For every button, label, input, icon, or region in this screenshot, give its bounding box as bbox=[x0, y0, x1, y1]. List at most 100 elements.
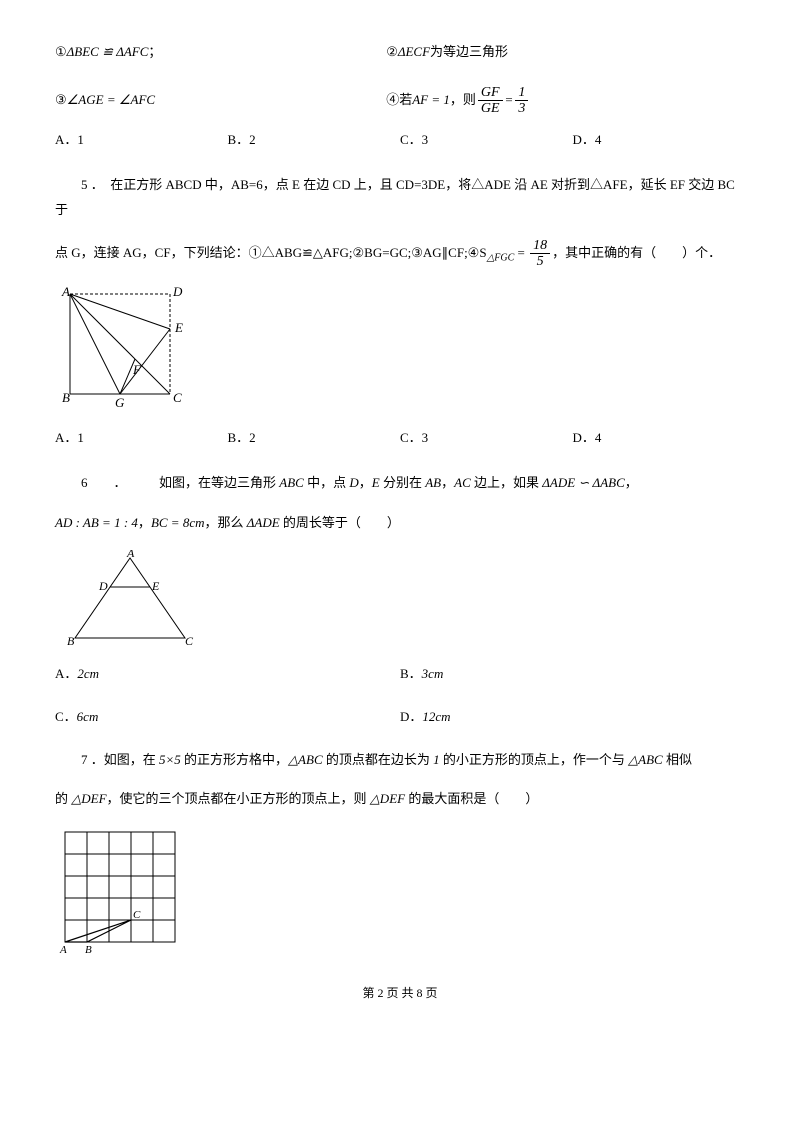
q6-label-a: A bbox=[126, 550, 135, 560]
q6-m1: ABC bbox=[279, 475, 304, 490]
q7-svg: A B C bbox=[55, 827, 185, 957]
q6-1e: ， bbox=[441, 475, 454, 490]
q5-line2a: 点 G，连接 AG，CF，下列结论：①△ABG≌△AFG;②BG=GC;③AG∥… bbox=[55, 244, 487, 259]
q6-m3: E bbox=[372, 475, 380, 490]
q6-label-d: D bbox=[98, 579, 108, 593]
top-row-1: ① ΔBEC ≌ ΔAFC ； ② ΔECF 为等边三角形 bbox=[55, 40, 745, 65]
q7-2c: 的最大面积是（ ） bbox=[405, 791, 538, 806]
circled-2: ② bbox=[386, 40, 398, 65]
q6-label-e: E bbox=[151, 579, 160, 593]
q7-m1: 5×5 bbox=[159, 752, 181, 767]
q5-svg: A D B C E F G bbox=[55, 284, 190, 414]
math-bec-afc: ΔBEC ≌ ΔAFC bbox=[67, 40, 149, 65]
q7-m2: △ABC bbox=[288, 752, 323, 767]
q6-m6: ΔADE ∽ ΔABC bbox=[542, 475, 624, 490]
q6-a-val: 2cm bbox=[77, 666, 99, 681]
q6-2b: ， bbox=[138, 515, 151, 530]
opt-d: D．4 bbox=[573, 128, 746, 153]
q5-opt-a: A．1 bbox=[55, 426, 228, 451]
opt-b: B．2 bbox=[228, 128, 401, 153]
eq-sign: = bbox=[505, 88, 514, 113]
q6-figure: A B C D E bbox=[55, 550, 745, 650]
frac-num: GF bbox=[478, 85, 503, 101]
q7-m5: △DEF bbox=[71, 791, 106, 806]
q6-1b: 中，点 bbox=[304, 475, 350, 490]
q6-m4: AB bbox=[425, 475, 441, 490]
top-row-2: ③ ∠AGE = ∠AFC ④若 AF = 1 ，则 GF GE = 1 3 bbox=[55, 85, 745, 117]
frac-den-2: 3 bbox=[515, 101, 528, 116]
q6-2d: ，那么 bbox=[204, 515, 246, 530]
q5-frac-num: 18 bbox=[530, 238, 550, 254]
q6-m2: D bbox=[349, 475, 358, 490]
q5-frac-den: 5 bbox=[534, 254, 547, 269]
q7-d: 的小正方形的顶点上，作一个与 bbox=[440, 752, 629, 767]
q5-opt-b: B．2 bbox=[228, 426, 401, 451]
item-2: ② ΔECF 为等边三角形 bbox=[386, 40, 731, 65]
q7-m4: △ABC bbox=[628, 752, 663, 767]
q6-opt-d: D．12cm bbox=[400, 705, 745, 730]
q6-opt-a: A．2cm bbox=[55, 662, 400, 687]
q7-label-b: B bbox=[85, 944, 92, 956]
q6-2f: 的周长等于（ ） bbox=[280, 515, 400, 530]
q5-frac: 185 bbox=[530, 238, 550, 270]
item-1: ① ΔBEC ≌ ΔAFC ； bbox=[55, 40, 386, 65]
q5-line2b: = bbox=[514, 244, 528, 259]
q6-m5: AC bbox=[454, 475, 471, 490]
q5-line2c: ，其中正确的有（ ）个． bbox=[552, 244, 721, 259]
q5-label-e: E bbox=[174, 320, 183, 335]
options-q5: A．1 B．2 C．3 D．4 bbox=[55, 426, 745, 451]
item-3: ③ ∠AGE = ∠AFC bbox=[55, 88, 386, 113]
q6-line1: 6 ． 如图，在等边三角形 ABC 中，点 D，E 分别在 AB，AC 边上，如… bbox=[55, 471, 745, 496]
q6-b-pre: B． bbox=[400, 666, 422, 681]
q6-1g: ， bbox=[625, 475, 638, 490]
frac-num-2: 1 bbox=[515, 85, 528, 101]
q7-2a: 的 bbox=[55, 791, 71, 806]
math-af-1: AF = 1 bbox=[412, 88, 450, 113]
q5-sub: △FGC bbox=[487, 252, 515, 263]
q7-b: 的正方形方格中， bbox=[181, 752, 288, 767]
q5-label-f: F bbox=[132, 362, 142, 377]
text-4-mid: ，则 bbox=[450, 88, 476, 113]
circled-3: ③ bbox=[55, 88, 67, 113]
q7-label-c: C bbox=[133, 909, 141, 921]
q6-1c: ， bbox=[359, 475, 372, 490]
opt-c: C．3 bbox=[400, 128, 573, 153]
q5-figure: A D B C E F G bbox=[55, 284, 745, 414]
q7-2b: ，使它的三个顶点都在小正方形的顶点上，则 bbox=[107, 791, 370, 806]
math-age-afc: ∠AGE = ∠AFC bbox=[67, 88, 155, 113]
q6-label-b: B bbox=[67, 634, 75, 648]
options-q6: A．2cm B．3cm C．6cm D．12cm bbox=[55, 662, 745, 747]
page: ① ΔBEC ≌ ΔAFC ； ② ΔECF 为等边三角形 ③ ∠AGE = ∠… bbox=[0, 0, 800, 1035]
q6-label-c: C bbox=[185, 634, 194, 648]
q5-label-c: C bbox=[173, 390, 182, 405]
q7-line1: 7 ．如图，在 5×5 的正方形方格中，△ABC 的顶点都在边长为 1 的小正方… bbox=[55, 748, 745, 773]
q7-a: 7 ．如图，在 bbox=[81, 752, 159, 767]
frac-den: GE bbox=[478, 101, 503, 116]
text-4-pre: ④若 bbox=[386, 88, 412, 113]
q6-c-val: 6cm bbox=[77, 709, 99, 724]
q6-opt-c: C．6cm bbox=[55, 705, 400, 730]
q6-line2: AD : AB = 1 : 4，BC = 8cm，那么 ΔADE 的周长等于（ … bbox=[55, 511, 745, 536]
q6-1f: 边上，如果 bbox=[471, 475, 543, 490]
q5-label-g: G bbox=[115, 395, 125, 410]
page-footer: 第 2 页 共 8 页 bbox=[55, 982, 745, 1005]
q7-figure: A B C bbox=[55, 827, 745, 957]
opt-a: A．1 bbox=[55, 128, 228, 153]
math-ecf: ΔECF bbox=[398, 40, 430, 65]
item-4: ④若 AF = 1 ，则 GF GE = 1 3 bbox=[386, 85, 731, 117]
q6-1a: 6 ． 如图，在等边三角形 bbox=[81, 475, 279, 490]
q6-2a: AD : AB = 1 : 4 bbox=[55, 515, 138, 530]
q6-c-pre: C． bbox=[55, 709, 77, 724]
q6-svg: A B C D E bbox=[55, 550, 205, 650]
frac-1-3: 1 3 bbox=[515, 85, 528, 117]
q6-a-pre: A． bbox=[55, 666, 77, 681]
q7-line2: 的 △DEF，使它的三个顶点都在小正方形的顶点上，则 △DEF 的最大面积是（ … bbox=[55, 787, 745, 812]
circled-1: ① bbox=[55, 40, 67, 65]
options-top: A．1 B．2 C．3 D．4 bbox=[55, 128, 745, 153]
q7-c: 的顶点都在边长为 bbox=[323, 752, 434, 767]
q6-d-val: 12cm bbox=[422, 709, 450, 724]
q7-m6: △DEF bbox=[370, 791, 405, 806]
q5-label-b: B bbox=[62, 390, 70, 405]
text-suffix-2: 为等边三角形 bbox=[430, 40, 508, 65]
q6-d-pre: D． bbox=[400, 709, 422, 724]
